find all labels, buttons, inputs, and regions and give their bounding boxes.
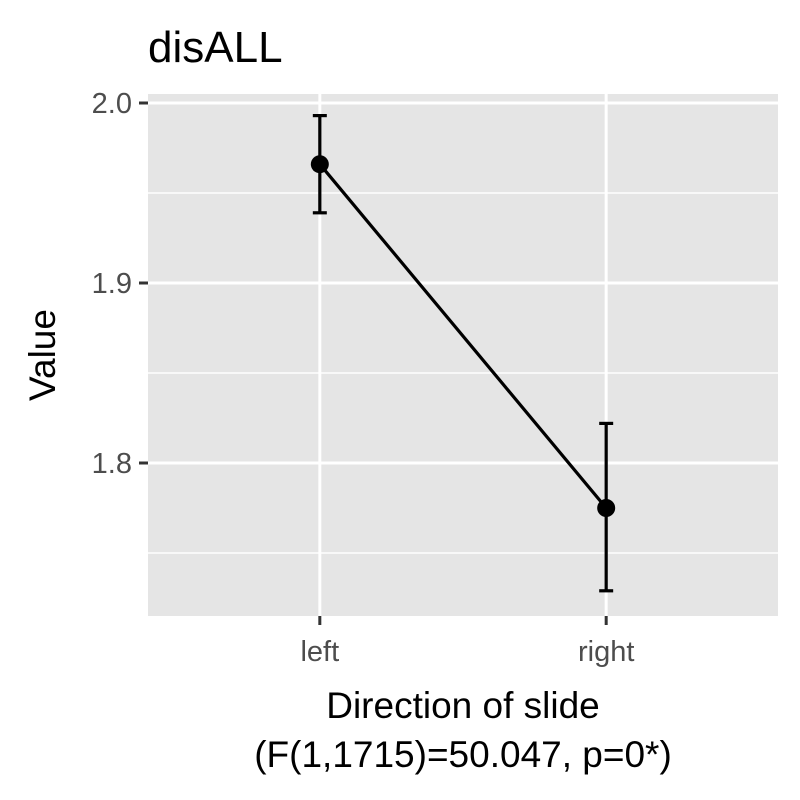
- series-marks: [310, 113, 616, 593]
- y-tick-label: 1.9: [92, 268, 132, 300]
- data-point: [597, 499, 616, 517]
- chart-title: disALL: [148, 23, 283, 72]
- x-axis-title: Direction of slide: [326, 685, 600, 726]
- x-tick-label: left: [300, 636, 339, 668]
- tick-labels: 1.8 1.9 2.0 left right: [92, 88, 635, 668]
- y-tick-label: 2.0: [92, 88, 132, 120]
- axis-ticks: [139, 101, 608, 625]
- series-line: [318, 163, 608, 510]
- data-point: [310, 155, 329, 174]
- x-tick-label: right: [578, 636, 634, 668]
- plot-panel: [148, 94, 778, 616]
- y-axis-title: Value: [22, 309, 63, 401]
- x-axis-subtitle: (F(1,1715)=50.047, p=0*): [254, 734, 672, 775]
- grid-minor: [148, 192, 778, 554]
- y-tick-label: 1.8: [92, 448, 132, 480]
